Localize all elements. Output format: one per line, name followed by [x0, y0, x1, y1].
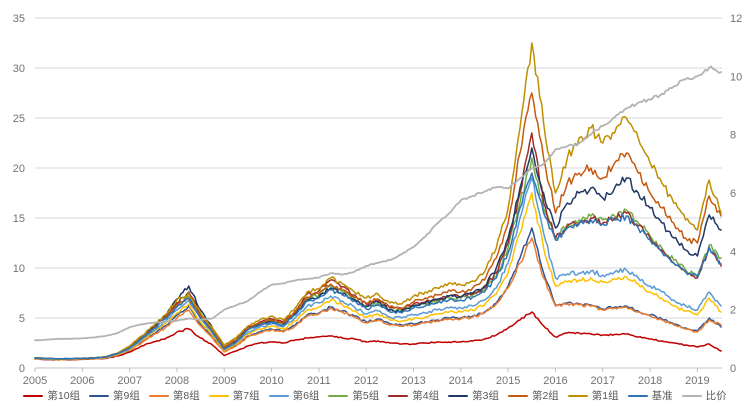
left-axis-tick-label: 0	[19, 363, 25, 375]
series-line-1	[34, 311, 722, 361]
legend-swatch-icon	[148, 394, 169, 398]
series-line-11	[34, 172, 722, 360]
x-axis-tick-label: 2005	[23, 375, 47, 387]
series-line-12	[34, 65, 722, 342]
right-axis-tick-label: 0	[730, 363, 736, 375]
legend-swatch-icon	[567, 394, 588, 398]
legend-item-7: 第4组	[388, 391, 439, 402]
legend-label: 第1组	[591, 389, 619, 402]
left-axis-tick-label: 15	[13, 213, 25, 225]
right-axis-tick-label: 12	[730, 13, 742, 25]
x-axis-tick-label: 2015	[496, 375, 520, 387]
legend-label: 第3组	[472, 389, 499, 402]
right-axis-tick-label: 2	[730, 305, 736, 317]
x-axis-tick-label: 2008	[165, 375, 189, 387]
legend-item-11: 基准	[627, 389, 673, 402]
series-line-8	[34, 147, 722, 360]
right-axis-tick-label: 8	[730, 130, 736, 142]
legend-item-2: 第9组	[89, 391, 140, 402]
series-line-2	[34, 227, 722, 361]
x-axis-tick-label: 2009	[212, 375, 236, 387]
legend-label: 第7组	[232, 389, 260, 402]
legend-item-4: 第7组	[208, 389, 260, 402]
x-axis-tick-label: 2013	[401, 375, 425, 387]
legend-item-12: 比价	[681, 389, 727, 402]
legend-label: 第2组	[531, 389, 559, 402]
x-axis-tick-label: 2019	[685, 375, 709, 387]
series-line-3	[34, 237, 722, 361]
legend-label: 基准	[651, 389, 673, 402]
chart-legend: 第10组 第9组 第8组 第7组 第6组 第5组 第4组 第3组 第2组 第1组 基准 比价	[0, 386, 750, 406]
legend-label: 比价	[705, 389, 727, 402]
left-axis-tick-label: 30	[13, 63, 25, 75]
legend-item-9: 第2组	[507, 389, 559, 402]
series-line-10	[34, 42, 722, 360]
legend-swatch-icon	[328, 394, 349, 398]
x-axis-tick-label: 2018	[638, 375, 662, 387]
legend-item-10: 第1组	[567, 389, 619, 402]
legend-label: 第8组	[172, 389, 200, 402]
legend-item-5: 第6组	[268, 389, 320, 402]
legend-swatch-icon	[681, 394, 702, 398]
x-axis-tick-label: 2017	[591, 375, 615, 387]
legend-label: 第5组	[352, 389, 380, 402]
legend-item-1: 第10组	[23, 391, 80, 402]
legend-label: 第4组	[412, 389, 440, 402]
legend-item-6: 第5组	[328, 391, 379, 402]
series-line-6	[34, 157, 722, 360]
x-axis-tick-label: 2010	[259, 375, 283, 387]
x-axis-tick-label: 2012	[354, 375, 378, 387]
legend-swatch-icon	[23, 394, 44, 398]
right-axis-tick-label: 10	[730, 71, 742, 83]
left-axis-tick-label: 20	[13, 163, 25, 175]
left-axis-tick-label: 5	[19, 313, 25, 325]
series-line-5	[34, 177, 722, 361]
legend-swatch-icon	[89, 394, 110, 398]
x-axis-tick-label: 2006	[70, 375, 94, 387]
x-axis-tick-label: 2016	[543, 375, 567, 387]
legend-label: 第9组	[113, 389, 140, 402]
x-axis-tick-label: 2007	[117, 375, 141, 387]
legend-item-3: 第8组	[148, 389, 200, 402]
legend-item-8: 第3组	[448, 391, 499, 402]
x-axis-tick-label: 2011	[307, 375, 331, 387]
left-axis-tick-label: 35	[13, 13, 25, 25]
right-axis-tick-label: 4	[730, 246, 736, 258]
left-axis-tick-label: 10	[13, 263, 25, 275]
legend-swatch-icon	[448, 394, 469, 398]
legend-swatch-icon	[507, 394, 528, 398]
x-axis-tick-label: 2014	[449, 375, 473, 387]
legend-swatch-icon	[388, 394, 409, 398]
legend-swatch-icon	[627, 394, 648, 398]
legend-label: 第10组	[47, 389, 81, 402]
left-axis-tick-label: 25	[13, 113, 25, 125]
legend-swatch-icon	[208, 394, 229, 398]
legend-label: 第6组	[292, 389, 320, 402]
legend-swatch-icon	[268, 394, 289, 398]
right-axis-tick-label: 6	[730, 188, 736, 200]
